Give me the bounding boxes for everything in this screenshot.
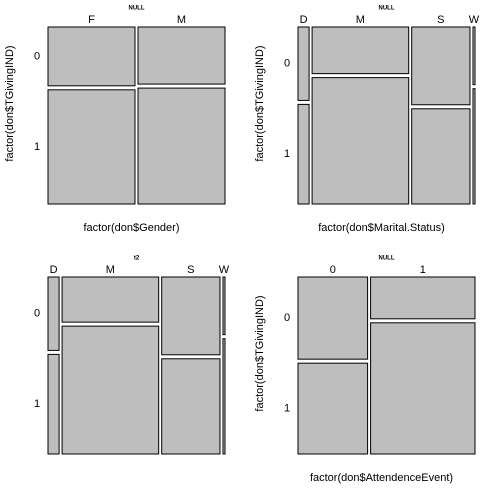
mosaic-cell <box>47 26 136 87</box>
y-category-label: 0 <box>284 58 290 70</box>
mosaic-cell <box>222 338 226 455</box>
mosaic-cell <box>161 358 221 455</box>
x-category-label: S <box>437 14 444 26</box>
x-category-label: M <box>356 14 365 26</box>
x-category-label: M <box>106 264 115 276</box>
chart-title: NULL <box>379 256 395 262</box>
mosaic-cell <box>311 77 410 205</box>
mosaic-cell <box>311 26 410 75</box>
mosaic-cell <box>297 26 310 101</box>
mosaic-cell <box>222 276 226 336</box>
mosaic-cell <box>297 103 310 205</box>
y-category-label: 0 <box>34 308 40 320</box>
mosaic-cell <box>370 322 476 455</box>
mosaic-cell <box>47 276 60 351</box>
x-category-label: D <box>300 14 308 26</box>
mosaic-cell <box>47 353 60 455</box>
x-axis-label: factor(don$AttendenceEvent) <box>310 472 453 484</box>
mosaic-panel: NULL factor(don$AttendenceEvent) factor(do… <box>254 256 476 484</box>
x-category-label: W <box>469 14 480 26</box>
mosaic-cell <box>297 276 369 360</box>
x-category-label: M <box>177 14 186 26</box>
y-category-label: 1 <box>34 141 40 153</box>
mosaic-cell <box>472 26 476 86</box>
y-axis-label: factor(don$TGivingIND) <box>254 45 266 161</box>
mosaic-panel: NULL factor(don$Marital.Status) factor(don… <box>254 6 480 234</box>
mosaic-cell <box>472 88 476 205</box>
y-category-label: 0 <box>34 50 40 62</box>
mosaic-panel: t2 D 0 1 M S W <box>34 256 230 455</box>
x-axis-label: factor(don$Gender) <box>84 222 180 234</box>
mosaic-cell <box>161 276 221 356</box>
chart-title: t2 <box>134 256 140 262</box>
y-category-label: 1 <box>284 148 290 160</box>
x-axis-label: factor(don$Marital.Status) <box>318 222 445 234</box>
mosaic-panel: NULL factor(don$Gender) factor(don$TGiving… <box>4 6 226 234</box>
x-category-label: 0 <box>330 264 336 276</box>
mosaic-cell <box>370 276 476 320</box>
y-category-label: 0 <box>284 312 290 324</box>
x-category-label: W <box>219 264 230 276</box>
y-category-label: 1 <box>34 398 40 410</box>
y-category-label: 1 <box>284 402 290 414</box>
x-category-label: F <box>88 14 95 26</box>
x-category-label: S <box>187 264 194 276</box>
chart-title: NULL <box>129 6 145 12</box>
y-axis-label: factor(don$TGivingIND) <box>4 45 16 161</box>
mosaic-cell <box>411 26 471 106</box>
x-category-label: D <box>50 264 58 276</box>
mosaic-cell <box>61 325 160 455</box>
mosaic-cell <box>297 362 369 455</box>
chart-title: NULL <box>379 6 395 12</box>
x-category-label: 1 <box>420 264 426 276</box>
mosaic-cell <box>137 87 226 205</box>
mosaic-cell <box>47 89 136 205</box>
y-axis-label: factor(don$TGivingIND) <box>254 295 266 411</box>
mosaic-cell <box>411 108 471 205</box>
mosaic-cell <box>137 26 226 85</box>
mosaic-cell <box>61 276 160 323</box>
